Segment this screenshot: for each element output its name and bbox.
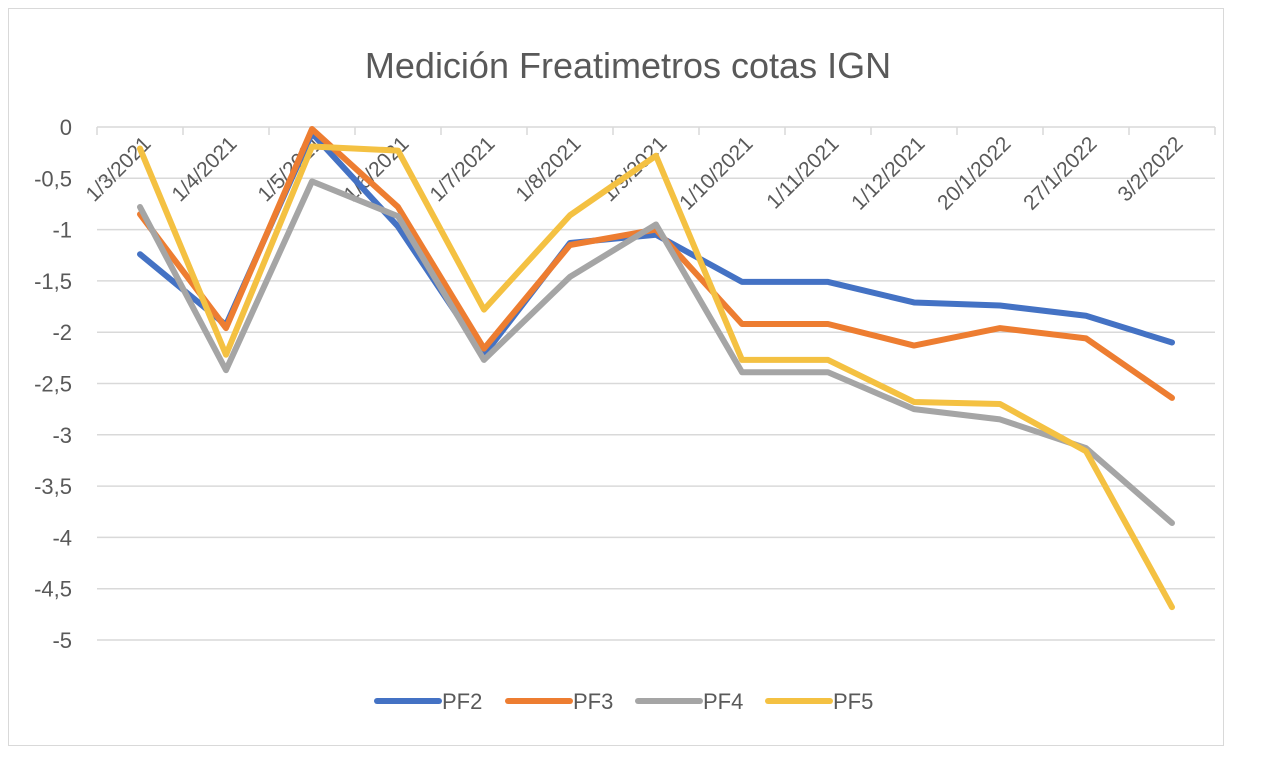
chart-frame [8,8,1224,746]
gridlines [97,126,1215,641]
y-tick-label: -2,5 [34,372,72,397]
x-tick-label: 1/7/2021 [425,132,499,206]
x-tick-label: 1/11/2021 [762,132,843,213]
y-tick-label: -0,5 [34,166,72,191]
legend-label: PF2 [442,689,482,714]
series-lines [137,126,1175,611]
legend-item-pf3: PF3 [505,689,613,714]
series-line-pf3 [137,126,1175,401]
x-tick-label: 20/1/2022 [933,132,1015,214]
y-tick-label: -1 [52,218,72,243]
series-line-pf4 [137,178,1175,527]
y-tick-label: -4 [52,525,72,550]
legend-label: PF5 [833,689,873,714]
legend-item-pf4: PF4 [635,689,743,714]
x-tick-label: 1/10/2021 [675,132,757,214]
x-tick-label: 3/2/2022 [1113,132,1187,206]
x-tick-label: 1/3/2021 [81,132,155,206]
x-axis: 1/3/2021 1/4/2021 1/5/2021 1/6/2021 1/7/2021… [81,127,1216,215]
y-tick-label: 0 [60,115,72,140]
x-tick-label: 27/1/2022 [1019,132,1101,214]
legend-label: PF4 [703,689,743,714]
chart-title: Medición Freatimetros cotas IGN [365,45,891,86]
y-tick-label: -3,5 [34,474,72,499]
legend-label: PF3 [573,689,613,714]
y-tick-label: -4,5 [34,577,72,602]
legend-item-pf5: PF5 [765,689,873,714]
y-tick-label: -5 [52,628,72,653]
y-tick-label: -1,5 [34,269,72,294]
legend: PF2 PF3 PF4 PF5 [374,689,873,714]
legend-item-pf2: PF2 [374,689,482,714]
x-tick-label: 1/4/2021 [167,132,241,206]
series-line-pf5 [137,143,1175,611]
y-tick-label: -3 [52,423,72,448]
x-tick-label: 1/8/2021 [511,132,585,206]
y-axis: 0 -0,5 -1 -1,5 -2 -2,5 -3 -3,5 -4 -4,5 -5 [34,115,72,653]
y-tick-label: -2 [52,320,72,345]
x-tick-label: 1/12/2021 [847,132,929,214]
